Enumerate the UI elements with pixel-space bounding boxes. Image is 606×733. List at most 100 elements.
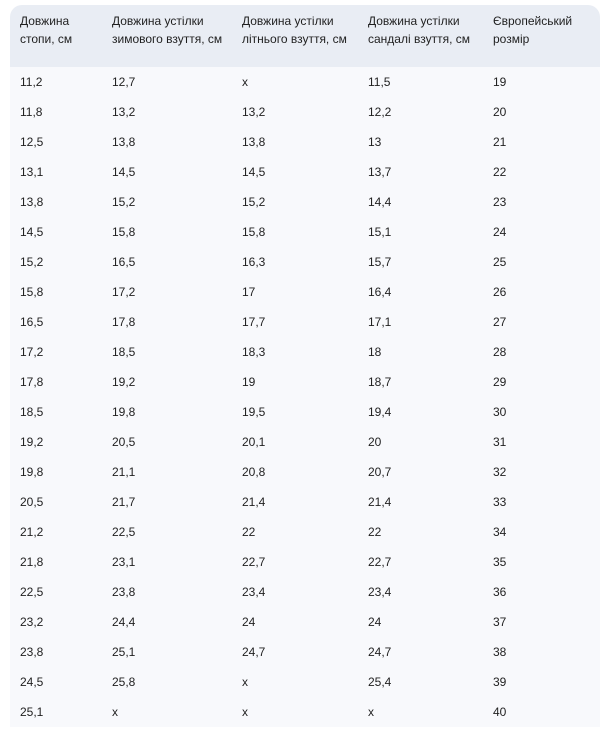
table-row: 12,5 13,8 13,8 13 21 [10,127,600,157]
table-cell: 25 [483,247,600,277]
table-cell: 20,5 [10,487,102,517]
table-cell: 15,8 [10,277,102,307]
table-row: 11,2 12,7 x 11,5 19 [10,67,600,97]
table-cell: 23,4 [358,577,483,607]
table-cell: 14,5 [102,157,232,187]
table-cell: 12,2 [358,97,483,127]
table-cell: 17,8 [102,307,232,337]
table-cell: 28 [483,337,600,367]
table-cell: 22 [483,157,600,187]
table-cell: 21,4 [358,487,483,517]
table-row: 17,2 18,5 18,3 18 28 [10,337,600,367]
table-cell: 23,4 [232,577,358,607]
table-cell: 23,2 [10,607,102,637]
table-cell: 24,5 [10,667,102,697]
table-cell: 17,7 [232,307,358,337]
table-cell: x [102,697,232,727]
table-cell: 20,7 [358,457,483,487]
table-cell: 13,8 [232,127,358,157]
table-row: 17,8 19,2 19 18,7 29 [10,367,600,397]
table-cell: 23,8 [10,637,102,667]
table-cell: 15,8 [232,217,358,247]
table-cell: 17,2 [102,277,232,307]
table-cell: 19,5 [232,397,358,427]
table-cell: 18,7 [358,367,483,397]
table-cell: 23 [483,187,600,217]
table-cell: 25,1 [102,637,232,667]
table-row: 16,5 17,8 17,7 17,1 27 [10,307,600,337]
table-row: 21,2 22,5 22 22 34 [10,517,600,547]
table-cell: 13,2 [232,97,358,127]
table-cell: 33 [483,487,600,517]
table-cell: 27 [483,307,600,337]
table-cell: 26 [483,277,600,307]
shoe-size-table: Довжина стопи, см Довжина устілки зимовог… [10,5,600,727]
table-cell: 22 [232,517,358,547]
table-cell: 24,7 [358,637,483,667]
column-header: Довжина стопи, см [10,5,102,67]
table-cell: 12,7 [102,67,232,97]
table-cell: 24,7 [232,637,358,667]
table-cell: 25,4 [358,667,483,697]
table-cell: 15,2 [10,247,102,277]
table-cell: 20 [483,97,600,127]
column-header: Європейський розмір [483,5,600,67]
table-cell: 19,2 [102,367,232,397]
table-cell: 23,8 [102,577,232,607]
table-row: 23,8 25,1 24,7 24,7 38 [10,637,600,667]
table-cell: 30 [483,397,600,427]
table-cell: 36 [483,577,600,607]
table-row: 20,5 21,7 21,4 21,4 33 [10,487,600,517]
table-cell: 35 [483,547,600,577]
table-cell: 19,4 [358,397,483,427]
table-row: 19,8 21,1 20,8 20,7 32 [10,457,600,487]
table-cell: 14,4 [358,187,483,217]
table-cell: 14,5 [10,217,102,247]
table-cell: 18,5 [102,337,232,367]
table-cell: 21,1 [102,457,232,487]
table-cell: 18 [358,337,483,367]
column-header: Довжина устілки сандалі взуття, см [358,5,483,67]
table-cell: 29 [483,367,600,397]
table-row: 19,2 20,5 20,1 20 31 [10,427,600,457]
table-cell: 22,5 [102,517,232,547]
table-cell: 22,7 [232,547,358,577]
table-cell: 20 [358,427,483,457]
column-header: Довжина устілки літнього взуття, см [232,5,358,67]
table-cell: 11,8 [10,97,102,127]
table-cell: 21,8 [10,547,102,577]
table-cell: 22,7 [358,547,483,577]
header-row: Довжина стопи, см Довжина устілки зимовог… [10,5,600,67]
table-cell: 19,8 [102,397,232,427]
table-cell: 15,7 [358,247,483,277]
table-cell: 24 [483,217,600,247]
table-cell: 19,2 [10,427,102,457]
table-cell: 25,8 [102,667,232,697]
table-cell: 15,1 [358,217,483,247]
table-cell: 19 [483,67,600,97]
table-cell: 21 [483,127,600,157]
table-cell: 15,8 [102,217,232,247]
table-cell: 25,1 [10,697,102,727]
table-cell: 13,7 [358,157,483,187]
table-cell: 11,2 [10,67,102,97]
table-cell: 19 [232,367,358,397]
table-cell: 19,8 [10,457,102,487]
table-row: 22,5 23,8 23,4 23,4 36 [10,577,600,607]
table-cell: 20,1 [232,427,358,457]
table-cell: 20,8 [232,457,358,487]
table-cell: 23,1 [102,547,232,577]
table-row: 14,5 15,8 15,8 15,1 24 [10,217,600,247]
table-cell: 18,5 [10,397,102,427]
table-row: 24,5 25,8 x 25,4 39 [10,667,600,697]
table-row: 13,1 14,5 14,5 13,7 22 [10,157,600,187]
table-row: 13,8 15,2 15,2 14,4 23 [10,187,600,217]
table-cell: 20,5 [102,427,232,457]
table-cell: 13,2 [102,97,232,127]
table-cell: 17,8 [10,367,102,397]
table-row: 11,8 13,2 13,2 12,2 20 [10,97,600,127]
table-cell: 40 [483,697,600,727]
table-cell: x [232,67,358,97]
table-cell: x [358,697,483,727]
table-cell: 17,1 [358,307,483,337]
